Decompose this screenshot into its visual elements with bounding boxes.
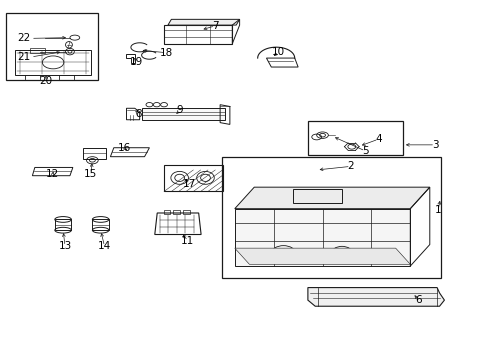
- Bar: [55, 219, 71, 230]
- Polygon shape: [234, 248, 409, 264]
- Polygon shape: [234, 187, 429, 209]
- Text: 1: 1: [434, 206, 441, 216]
- Text: 5: 5: [362, 146, 368, 156]
- Text: 21: 21: [17, 52, 30, 62]
- Text: 16: 16: [117, 143, 130, 153]
- Bar: [307, 121, 402, 155]
- Text: 13: 13: [58, 241, 72, 251]
- Text: 10: 10: [271, 46, 285, 57]
- Bar: [173, 210, 180, 214]
- Text: 9: 9: [177, 105, 183, 115]
- Polygon shape: [142, 108, 224, 120]
- Text: 11: 11: [181, 236, 194, 246]
- Text: 12: 12: [46, 168, 60, 179]
- Text: 22: 22: [17, 33, 30, 43]
- Text: 19: 19: [129, 57, 142, 67]
- Bar: [222, 157, 440, 278]
- Bar: [293, 189, 341, 203]
- Text: 4: 4: [374, 134, 381, 144]
- Bar: [5, 13, 98, 80]
- Text: 3: 3: [431, 140, 438, 150]
- Polygon shape: [234, 209, 409, 266]
- Text: 15: 15: [84, 168, 97, 179]
- Text: 14: 14: [98, 241, 111, 251]
- Bar: [15, 50, 91, 75]
- Text: 17: 17: [183, 179, 196, 189]
- Text: 18: 18: [160, 48, 173, 58]
- Polygon shape: [307, 288, 444, 306]
- Text: 7: 7: [211, 21, 218, 31]
- Polygon shape: [167, 19, 239, 25]
- Bar: [183, 210, 189, 214]
- Text: 20: 20: [40, 76, 53, 86]
- Bar: [30, 48, 44, 53]
- Bar: [92, 219, 109, 230]
- Text: 6: 6: [414, 295, 421, 305]
- Text: 8: 8: [135, 109, 141, 119]
- Bar: [163, 210, 170, 214]
- Text: 2: 2: [347, 161, 353, 171]
